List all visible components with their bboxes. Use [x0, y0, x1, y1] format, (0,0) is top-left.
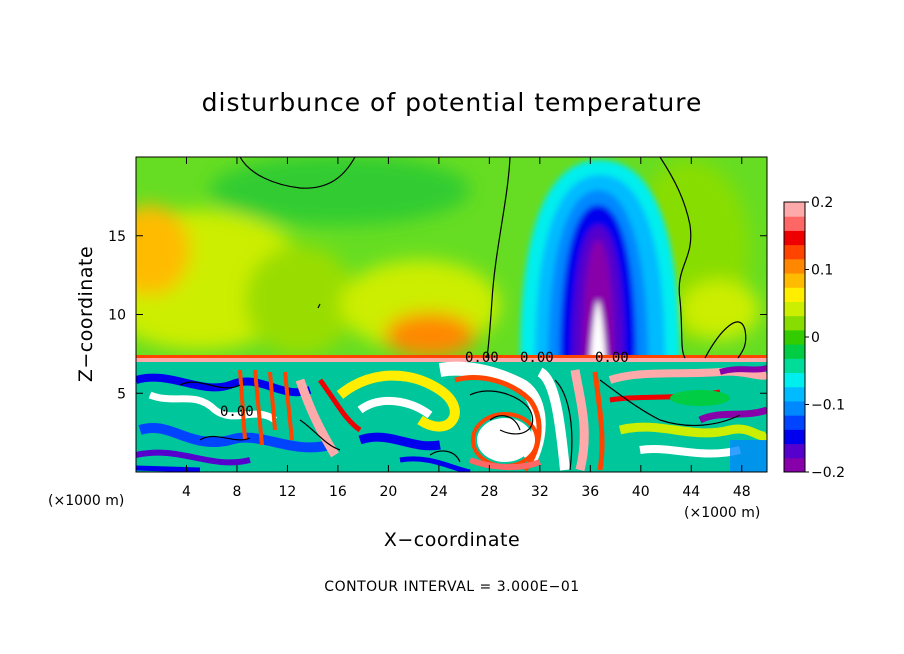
contour-lines	[179, 157, 747, 471]
interface-band-warm	[136, 355, 767, 358]
contour-label: 0.00	[520, 350, 554, 366]
colorbar-swatch	[784, 202, 805, 217]
colorbar-swatch	[784, 358, 805, 374]
x-tick-label: 16	[329, 484, 347, 500]
chart-title: disturbunce of potential temperature	[202, 88, 703, 117]
colorbar-swatch	[784, 386, 805, 402]
colorbar-swatch	[784, 457, 805, 473]
x-tick-label: 4	[182, 484, 191, 500]
colorbar-swatch	[784, 258, 805, 274]
colorbar	[784, 202, 805, 473]
interface-band-pink	[136, 358, 767, 362]
x-axis-label: X−coordinate	[384, 529, 520, 551]
colorbar-tick-label: 0.1	[811, 263, 833, 279]
colorbar-swatch	[784, 315, 805, 331]
colorbar-tick-labels: 0.2 0.1 0 −0.1 −0.2	[805, 195, 845, 481]
warm-patch-far-left	[136, 205, 190, 295]
contour-label: 0.00	[220, 404, 254, 420]
warm-patch-mid	[245, 245, 355, 355]
x-tick-label: 36	[581, 484, 599, 500]
colorbar-tick-label: 0	[811, 330, 820, 346]
colorbar-frame	[783, 201, 806, 473]
colorbar-swatch	[784, 344, 805, 359]
colorbar-swatch	[784, 443, 805, 459]
heatmap-field	[136, 157, 767, 472]
x-tick-label: 48	[733, 484, 751, 500]
colorbar-swatch	[784, 244, 805, 260]
y-axis-label: Z−coordinate	[75, 246, 97, 382]
cold-plume	[520, 160, 680, 360]
colorbar-swatch	[784, 216, 805, 231]
colorbar-tick-label: −0.1	[811, 398, 845, 414]
colorbar-tick-label: 0.2	[811, 195, 833, 211]
contour-label: 0.00	[595, 350, 629, 366]
x-tick-label: 40	[632, 484, 650, 500]
warm-patch-right-low	[680, 280, 760, 340]
colorbar-swatch	[784, 230, 805, 246]
colorbar-swatch	[784, 429, 805, 445]
y-axis-ticks: 5 10 15	[108, 229, 767, 402]
x-axis-ticks: 4 8 12 16 20 24 28 32 36 40 44 48	[182, 157, 751, 500]
warm-anomaly	[385, 313, 475, 357]
contour-label: 0.00	[465, 350, 499, 366]
x-tick-label: 44	[682, 484, 700, 500]
x-tick-label: 12	[279, 484, 297, 500]
colorbar-swatch	[784, 301, 805, 317]
colorbar-swatch	[784, 400, 805, 416]
colorbar-swatch	[784, 329, 805, 345]
upper-green-band	[210, 157, 470, 225]
x-tick-label: 20	[379, 484, 397, 500]
contour-interval-note: CONTOUR INTERVAL = 3.000E−01	[324, 579, 579, 595]
colorbar-swatch	[784, 287, 805, 302]
colorbar-swatch	[784, 372, 805, 388]
x-tick-label: 24	[430, 484, 448, 500]
turbulent-structures	[136, 361, 767, 472]
contour-labels: 0.00 0.00 0.00 0.00	[220, 350, 629, 420]
x-tick-label: 32	[531, 484, 549, 500]
x-tick-label: 8	[232, 484, 241, 500]
y-tick-label: 5	[117, 386, 126, 402]
x-unit-right: (×1000 m)	[684, 505, 760, 521]
x-tick-label: 28	[480, 484, 498, 500]
colorbar-tick-label: −0.2	[811, 465, 845, 481]
colorbar-swatch	[784, 273, 805, 288]
y-tick-label: 15	[108, 229, 126, 245]
x-unit-left: (×1000 m)	[48, 493, 124, 509]
colorbar-swatch	[784, 415, 805, 430]
y-tick-label: 10	[108, 308, 126, 324]
